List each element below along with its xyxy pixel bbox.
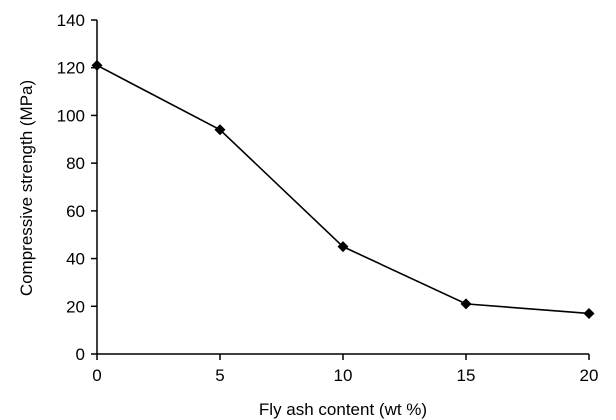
data-point bbox=[460, 298, 472, 310]
x-tick-label: 0 bbox=[92, 366, 101, 385]
data-point bbox=[214, 124, 226, 136]
y-tick-label: 20 bbox=[66, 297, 85, 316]
y-tick-label: 40 bbox=[66, 250, 85, 269]
data-point bbox=[91, 59, 103, 71]
y-tick-label: 80 bbox=[66, 154, 85, 173]
axes: 0 20 40 60 80 100 120 140 0 5 10 15 20 bbox=[57, 11, 599, 385]
x-axis-label: Fly ash content (wt %) bbox=[259, 400, 427, 419]
series-layer bbox=[91, 59, 595, 319]
x-tick-label: 5 bbox=[215, 366, 224, 385]
y-tick-label: 0 bbox=[76, 345, 85, 364]
y-axis-label: Compressive strength (MPa) bbox=[17, 80, 36, 296]
data-point bbox=[337, 241, 349, 253]
y-tick-label: 60 bbox=[66, 202, 85, 221]
y-tick-label: 120 bbox=[57, 59, 85, 78]
x-tick-label: 20 bbox=[580, 366, 599, 385]
x-tick-label: 15 bbox=[457, 366, 476, 385]
series-line bbox=[96, 64, 590, 315]
data-point bbox=[583, 307, 595, 319]
x-tick-label: 10 bbox=[334, 366, 353, 385]
y-tick-label: 100 bbox=[57, 106, 85, 125]
y-tick-label: 140 bbox=[57, 11, 85, 30]
